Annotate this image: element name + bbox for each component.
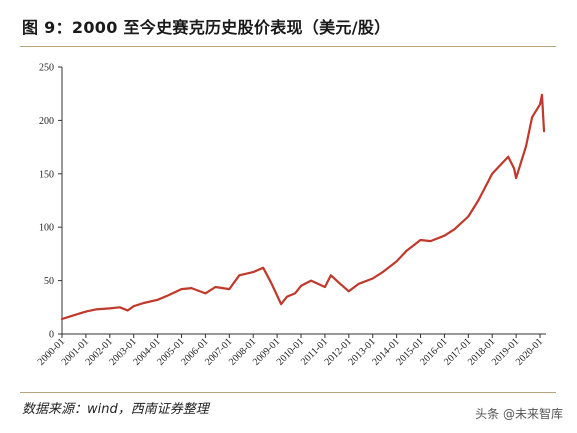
y-tick-label: 50: [44, 276, 54, 287]
data-point: [515, 177, 517, 179]
data-point: [381, 271, 384, 273]
data-point: [467, 215, 470, 218]
watermark: 头条 @未来智库: [475, 407, 563, 421]
y-tick-label: 0: [49, 330, 54, 341]
data-point: [238, 274, 241, 277]
data-point: [300, 285, 302, 287]
data-point: [294, 292, 296, 295]
data-point: [132, 305, 135, 308]
data-point: [507, 155, 509, 158]
data-point: [539, 103, 541, 106]
data-point: [531, 116, 533, 118]
data-point: [190, 287, 193, 289]
data-point: [280, 303, 282, 305]
data-point: [109, 307, 111, 310]
data-point: [348, 290, 350, 293]
data-point: [338, 281, 340, 284]
data-point: [310, 279, 312, 282]
data-point: [142, 302, 145, 304]
data-point: [214, 286, 217, 288]
data-point: [453, 228, 456, 231]
title-divider: [20, 46, 556, 47]
data-point: [262, 266, 264, 269]
data-point: [85, 310, 87, 313]
data-point: [513, 167, 515, 170]
data-point: [118, 306, 121, 309]
data-point: [371, 277, 374, 280]
x-tick-label: 2020-01: [514, 336, 545, 367]
data-point: [270, 281, 272, 284]
y-tick-label: 250: [39, 63, 54, 74]
data-point: [228, 288, 231, 290]
data-point: [180, 288, 183, 290]
data-point: [491, 173, 494, 175]
data-point: [330, 274, 332, 277]
data-point: [419, 239, 422, 241]
data-point: [429, 240, 432, 242]
y-tick-label: 200: [39, 116, 54, 127]
data-point: [477, 199, 480, 202]
data-point: [395, 260, 398, 263]
figure-title: 图 9：2000 至今史赛克历史股价表现（美元/股）: [22, 18, 391, 37]
data-point: [286, 295, 288, 298]
y-axis-ticks: 0 50 100 150 200 250: [39, 63, 62, 341]
data-point: [126, 309, 129, 312]
data-point: [357, 283, 360, 285]
data-point: [405, 249, 408, 252]
data-point: [501, 162, 503, 164]
chart-axes: [61, 67, 546, 335]
source-note: 数据来源：wind，西南证券整理: [22, 402, 209, 417]
data-point: [541, 93, 543, 96]
source-divider: [20, 392, 556, 393]
data-point: [525, 145, 527, 147]
y-tick-label: 150: [39, 169, 54, 180]
y-tick-label: 100: [39, 223, 54, 234]
data-point: [543, 130, 545, 132]
data-point: [95, 308, 97, 311]
x-axis-ticks: 2000-012001-012002-012003-012004-012005-…: [36, 334, 545, 368]
data-point: [156, 299, 159, 301]
data-point: [71, 315, 73, 317]
data-point: [252, 271, 255, 273]
data-point: [61, 318, 63, 320]
data-point: [443, 234, 446, 237]
data-point: [204, 292, 207, 295]
price-series-line: [60, 93, 546, 321]
series-group: [60, 93, 546, 321]
data-point: [166, 294, 169, 297]
data-point: [324, 286, 326, 288]
